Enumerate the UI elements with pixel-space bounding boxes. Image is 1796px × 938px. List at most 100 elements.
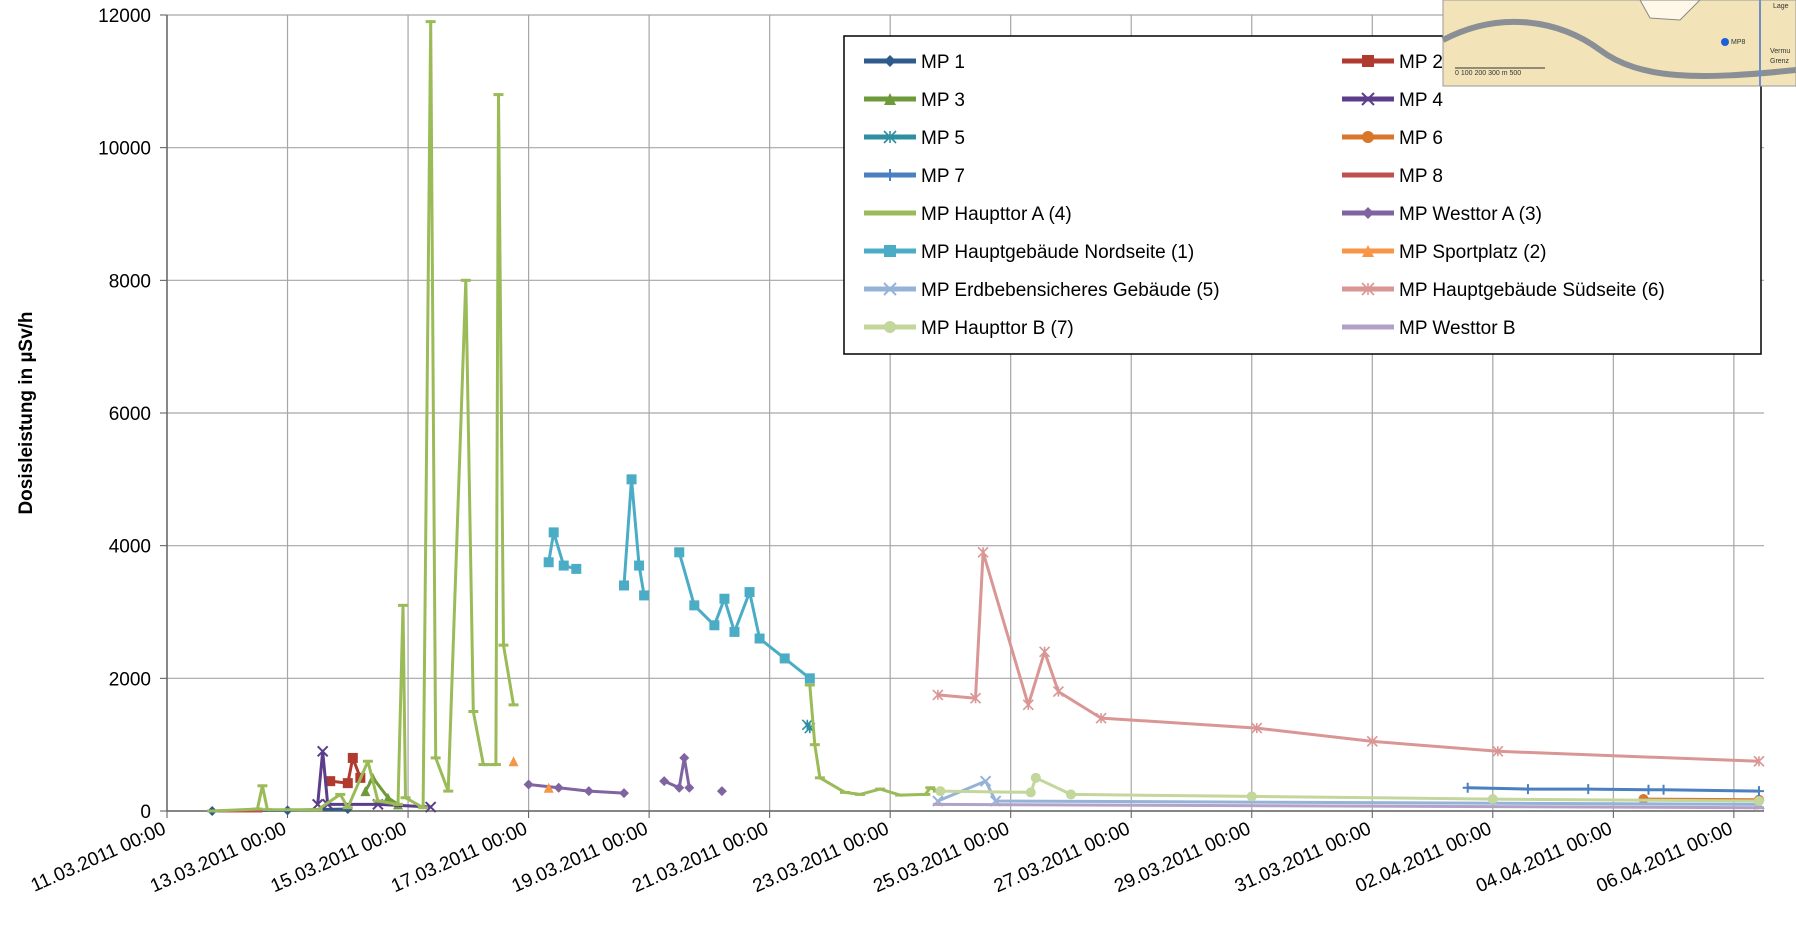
marker bbox=[508, 756, 519, 767]
legend-label: MP 5 bbox=[921, 128, 965, 149]
y-tick-label: 0 bbox=[140, 802, 151, 823]
marker bbox=[884, 321, 896, 333]
marker bbox=[639, 590, 650, 601]
marker bbox=[626, 474, 637, 485]
marker bbox=[1362, 131, 1374, 143]
y-tick-label: 12000 bbox=[98, 6, 151, 27]
marker bbox=[1362, 207, 1374, 219]
legend-label: MP Westtor A (3) bbox=[1399, 204, 1542, 225]
map-label: Grenz bbox=[1770, 58, 1790, 65]
marker bbox=[1095, 712, 1107, 724]
map-label: Lage bbox=[1773, 3, 1789, 10]
x-tick-label: 21.03.2011 00:00 bbox=[629, 818, 771, 897]
marker bbox=[1246, 791, 1257, 802]
map-background bbox=[1442, 0, 1796, 87]
plot-area bbox=[207, 20, 1765, 816]
marker bbox=[583, 786, 594, 797]
legend-label: MP 2 bbox=[1399, 52, 1443, 73]
legend-label: MP Haupttor B (7) bbox=[921, 318, 1074, 339]
x-tick-label: 17.03.2011 00:00 bbox=[388, 818, 530, 897]
marker bbox=[1658, 784, 1669, 795]
marker bbox=[729, 626, 740, 637]
marker bbox=[689, 600, 700, 611]
marker bbox=[1251, 722, 1263, 734]
legend-label: MP 6 bbox=[1399, 128, 1443, 149]
marker bbox=[1362, 245, 1374, 257]
marker bbox=[1065, 789, 1076, 800]
marker bbox=[548, 527, 559, 538]
marker bbox=[719, 593, 730, 604]
x-tick-label: 29.03.2011 00:00 bbox=[1111, 818, 1253, 897]
map-label: MP8 bbox=[1731, 39, 1746, 46]
y-tick-label: 10000 bbox=[98, 139, 151, 160]
marker bbox=[382, 792, 393, 803]
x-tick-label: 04.04.2011 00:00 bbox=[1473, 818, 1615, 897]
marker bbox=[969, 692, 982, 704]
map-label: 0 100 200 300 m 500 bbox=[1455, 70, 1521, 77]
y-axis-label: Dosisleistung in µSv/h bbox=[16, 311, 37, 514]
marker bbox=[1052, 686, 1064, 698]
x-tick-label: 15.03.2011 00:00 bbox=[268, 818, 410, 897]
marker bbox=[932, 689, 944, 701]
y-tick-label: 8000 bbox=[109, 271, 151, 292]
x-tick-label: 02.04.2011 00:00 bbox=[1352, 818, 1494, 897]
marker bbox=[1361, 92, 1375, 106]
marker bbox=[424, 801, 437, 813]
legend-label: MP 3 bbox=[921, 90, 965, 111]
marker bbox=[754, 633, 765, 644]
marker bbox=[659, 776, 670, 787]
legend-label: MP 1 bbox=[921, 52, 965, 73]
legend-label: MP Sportplatz (2) bbox=[1399, 242, 1546, 263]
marker bbox=[1583, 784, 1594, 795]
marker bbox=[1753, 796, 1764, 807]
marker bbox=[523, 779, 534, 790]
x-tick-label: 11.03.2011 00:00 bbox=[28, 818, 169, 896]
marker bbox=[1025, 787, 1036, 798]
marker bbox=[1039, 646, 1051, 658]
marker bbox=[325, 776, 336, 787]
marker bbox=[1366, 735, 1378, 747]
marker bbox=[1492, 745, 1504, 757]
marker bbox=[684, 782, 695, 793]
marker bbox=[1753, 786, 1764, 797]
x-tick-label: 27.03.2011 00:00 bbox=[991, 818, 1133, 897]
marker bbox=[979, 775, 992, 787]
legend-label: MP Hauptgebäude Südseite (6) bbox=[1399, 280, 1665, 301]
marker bbox=[709, 620, 720, 631]
inset-map: Lage MP8 Vermu Grenz 0 100 200 300 m 500 bbox=[1441, 0, 1796, 87]
marker bbox=[884, 55, 896, 67]
marker bbox=[1462, 782, 1473, 793]
series-line bbox=[937, 550, 1760, 763]
legend-label: MP 7 bbox=[921, 166, 965, 187]
marker bbox=[1022, 699, 1034, 711]
marker bbox=[543, 782, 554, 793]
series-line bbox=[1467, 786, 1760, 793]
marker bbox=[1030, 772, 1041, 783]
marker bbox=[883, 282, 897, 296]
legend-label: MP Hauptgebäude Nordseite (1) bbox=[921, 242, 1194, 263]
legend-label: MP 4 bbox=[1399, 90, 1443, 111]
y-tick-label: 4000 bbox=[109, 537, 151, 558]
legend-box bbox=[843, 35, 1762, 355]
y-tick-label: 6000 bbox=[109, 404, 151, 425]
legend: MP 1 MP 2 MP 3 MP 4 MP 5 MP 6 MP 7 MP 8 MP Haupt… bbox=[843, 35, 1762, 355]
x-tick-label: 25.03.2011 00:00 bbox=[870, 818, 1012, 897]
marker bbox=[744, 587, 755, 598]
map-label: Vermu bbox=[1770, 48, 1790, 55]
series-line bbox=[364, 776, 399, 806]
map-point bbox=[1721, 38, 1729, 46]
series-line bbox=[547, 477, 811, 680]
series-line bbox=[330, 756, 362, 785]
map-area bbox=[1639, 0, 1701, 21]
legend-label: MP Westtor B bbox=[1399, 318, 1516, 339]
marker bbox=[1753, 755, 1765, 767]
marker bbox=[716, 786, 727, 797]
marker bbox=[571, 563, 582, 574]
marker bbox=[1643, 784, 1654, 795]
marker bbox=[634, 560, 645, 571]
map-river bbox=[1441, 18, 1796, 79]
legend-label: MP Erdbebensicheres Gebäude (5) bbox=[921, 280, 1220, 301]
marker bbox=[619, 788, 630, 799]
